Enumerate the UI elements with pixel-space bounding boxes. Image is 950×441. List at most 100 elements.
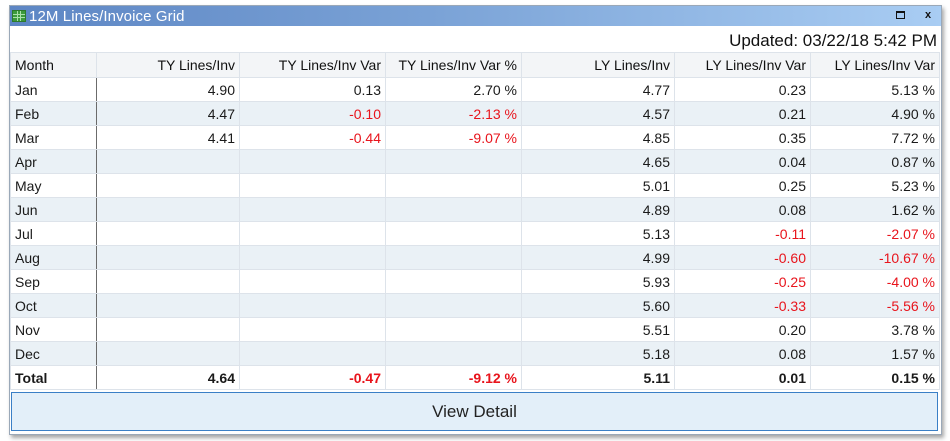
ty-lines-inv-var-cell	[239, 293, 386, 318]
ty-lines-inv-cell	[96, 341, 240, 366]
ly-lines-inv-cell: 5.13	[521, 221, 675, 246]
ty-lines-inv-cell: 4.90	[96, 77, 240, 102]
table-row[interactable]: Jul 5.13 -0.11 -2.07 %	[10, 221, 940, 246]
ly-lines-inv-cell: 4.99	[521, 245, 675, 270]
month-cell: May	[10, 173, 97, 198]
ty-lines-inv-var-pct-cell: -9.12 %	[385, 365, 522, 390]
column-header-month[interactable]: Month	[10, 52, 97, 78]
table-row[interactable]: Aug 4.99 -0.60 -10.67 %	[10, 245, 940, 270]
table-row[interactable]: Sep 5.93 -0.25 -4.00 %	[10, 269, 940, 294]
month-cell: Mar	[10, 125, 97, 150]
ly-lines-inv-var-pct-cell: 1.57 %	[810, 341, 940, 366]
month-cell: Sep	[10, 269, 97, 294]
ty-lines-inv-var-cell	[239, 173, 386, 198]
month-cell: Jun	[10, 197, 97, 222]
maximize-button[interactable]	[893, 8, 907, 22]
header-row: Month TY Lines/Inv TY Lines/Inv Var TY L…	[10, 52, 940, 78]
ly-lines-inv-var-pct-cell: 4.90 %	[810, 101, 940, 126]
ly-lines-inv-cell: 5.60	[521, 293, 675, 318]
table-row[interactable]: Jan 4.90 0.13 2.70 % 4.77 0.23 5.13 %	[10, 77, 940, 102]
table-row[interactable]: Dec 5.18 0.08 1.57 %	[10, 341, 940, 366]
ly-lines-inv-var-cell: -0.60	[674, 245, 811, 270]
ty-lines-inv-cell: 4.41	[96, 125, 240, 150]
ty-lines-inv-cell	[96, 317, 240, 342]
ly-lines-inv-var-cell: 0.25	[674, 173, 811, 198]
column-header-ly-lines-inv[interactable]: LY Lines/Inv	[521, 52, 675, 78]
ly-lines-inv-cell: 5.01	[521, 173, 675, 198]
ty-lines-inv-var-pct-cell: -2.13 %	[385, 101, 522, 126]
ty-lines-inv-var-pct-cell	[385, 149, 522, 174]
spreadsheet-grid-icon	[12, 10, 26, 22]
ly-lines-inv-var-cell: 0.35	[674, 125, 811, 150]
ty-lines-inv-cell	[96, 221, 240, 246]
ty-lines-inv-cell	[96, 293, 240, 318]
ly-lines-inv-var-cell: 0.08	[674, 197, 811, 222]
ly-lines-inv-cell: 5.11	[521, 365, 675, 390]
ly-lines-inv-var-pct-cell: 1.62 %	[810, 197, 940, 222]
month-cell: Apr	[10, 149, 97, 174]
title-bar[interactable]: 12M Lines/Invoice Grid x	[10, 6, 941, 26]
ty-lines-inv-var-cell	[239, 149, 386, 174]
ly-lines-inv-cell: 5.93	[521, 269, 675, 294]
ty-lines-inv-var-pct-cell: 2.70 %	[385, 77, 522, 102]
ty-lines-inv-var-cell	[239, 269, 386, 294]
month-cell: Jul	[10, 221, 97, 246]
window-controls: x	[893, 8, 935, 22]
ty-lines-inv-var-pct-cell	[385, 293, 522, 318]
grid-body: Jan 4.90 0.13 2.70 % 4.77 0.23 5.13 % Feb 4.47 -0…	[10, 77, 940, 390]
column-header-ly-lines-inv-var[interactable]: LY Lines/Inv Var	[674, 52, 811, 78]
column-header-ty-lines-inv-var-pct[interactable]: TY Lines/Inv Var %	[385, 52, 522, 78]
ly-lines-inv-var-cell: -0.33	[674, 293, 811, 318]
ly-lines-inv-var-pct-cell: 7.72 %	[810, 125, 940, 150]
ly-lines-inv-var-pct-cell: 5.13 %	[810, 77, 940, 102]
ty-lines-inv-var-pct-cell	[385, 221, 522, 246]
table-row[interactable]: Feb 4.47 -0.10 -2.13 % 4.57 0.21 4.90 %	[10, 101, 940, 126]
view-detail-button[interactable]: View Detail	[11, 392, 938, 431]
month-cell: Nov	[10, 317, 97, 342]
ly-lines-inv-var-pct-cell: -2.07 %	[810, 221, 940, 246]
column-header-ty-lines-inv-var[interactable]: TY Lines/Inv Var	[239, 52, 386, 78]
table-row[interactable]: May 5.01 0.25 5.23 %	[10, 173, 940, 198]
lines-invoice-grid: Month TY Lines/Inv TY Lines/Inv Var TY L…	[10, 52, 940, 390]
ty-lines-inv-cell	[96, 149, 240, 174]
ly-lines-inv-cell: 4.65	[521, 149, 675, 174]
table-row[interactable]: Apr 4.65 0.04 0.87 %	[10, 149, 940, 174]
month-cell: Total	[10, 365, 97, 390]
ly-lines-inv-var-pct-cell: 5.23 %	[810, 173, 940, 198]
ly-lines-inv-var-pct-cell: -10.67 %	[810, 245, 940, 270]
month-cell: Aug	[10, 245, 97, 270]
table-row[interactable]: Nov 5.51 0.20 3.78 %	[10, 317, 940, 342]
table-row[interactable]: Mar 4.41 -0.44 -9.07 % 4.85 0.35 7.72 %	[10, 125, 940, 150]
month-cell: Dec	[10, 341, 97, 366]
ty-lines-inv-var-cell	[239, 317, 386, 342]
ly-lines-inv-cell: 4.85	[521, 125, 675, 150]
close-icon: x	[924, 9, 932, 21]
ly-lines-inv-cell: 4.57	[521, 101, 675, 126]
total-row[interactable]: Total 4.64 -0.47 -9.12 % 5.11 0.01 0.15 %	[10, 365, 940, 390]
ly-lines-inv-var-cell: 0.21	[674, 101, 811, 126]
window-title: 12M Lines/Invoice Grid	[29, 7, 185, 25]
ty-lines-inv-var-pct-cell	[385, 317, 522, 342]
table-row[interactable]: Oct 5.60 -0.33 -5.56 %	[10, 293, 940, 318]
ly-lines-inv-var-pct-cell: -5.56 %	[810, 293, 940, 318]
table-row[interactable]: Jun 4.89 0.08 1.62 %	[10, 197, 940, 222]
ty-lines-inv-cell	[96, 269, 240, 294]
ly-lines-inv-var-cell: 0.20	[674, 317, 811, 342]
month-cell: Jan	[10, 77, 97, 102]
updated-timestamp: Updated: 03/22/18 5:42 PM	[729, 31, 937, 50]
ty-lines-inv-cell	[96, 173, 240, 198]
ly-lines-inv-cell: 4.89	[521, 197, 675, 222]
column-header-ty-lines-inv[interactable]: TY Lines/Inv	[96, 52, 240, 78]
ly-lines-inv-var-cell: -0.25	[674, 269, 811, 294]
ty-lines-inv-var-cell	[239, 197, 386, 222]
ty-lines-inv-var-cell: -0.44	[239, 125, 386, 150]
ly-lines-inv-var-cell: -0.11	[674, 221, 811, 246]
ly-lines-inv-var-pct-cell: 0.15 %	[810, 365, 940, 390]
maximize-icon	[895, 11, 905, 19]
close-button[interactable]: x	[921, 8, 935, 22]
ly-lines-inv-var-pct-cell: 3.78 %	[810, 317, 940, 342]
ty-lines-inv-var-pct-cell	[385, 197, 522, 222]
ly-lines-inv-var-cell: 0.01	[674, 365, 811, 390]
column-header-ly-lines-inv-var-pct[interactable]: LY Lines/Inv Var	[810, 52, 940, 78]
month-cell: Oct	[10, 293, 97, 318]
